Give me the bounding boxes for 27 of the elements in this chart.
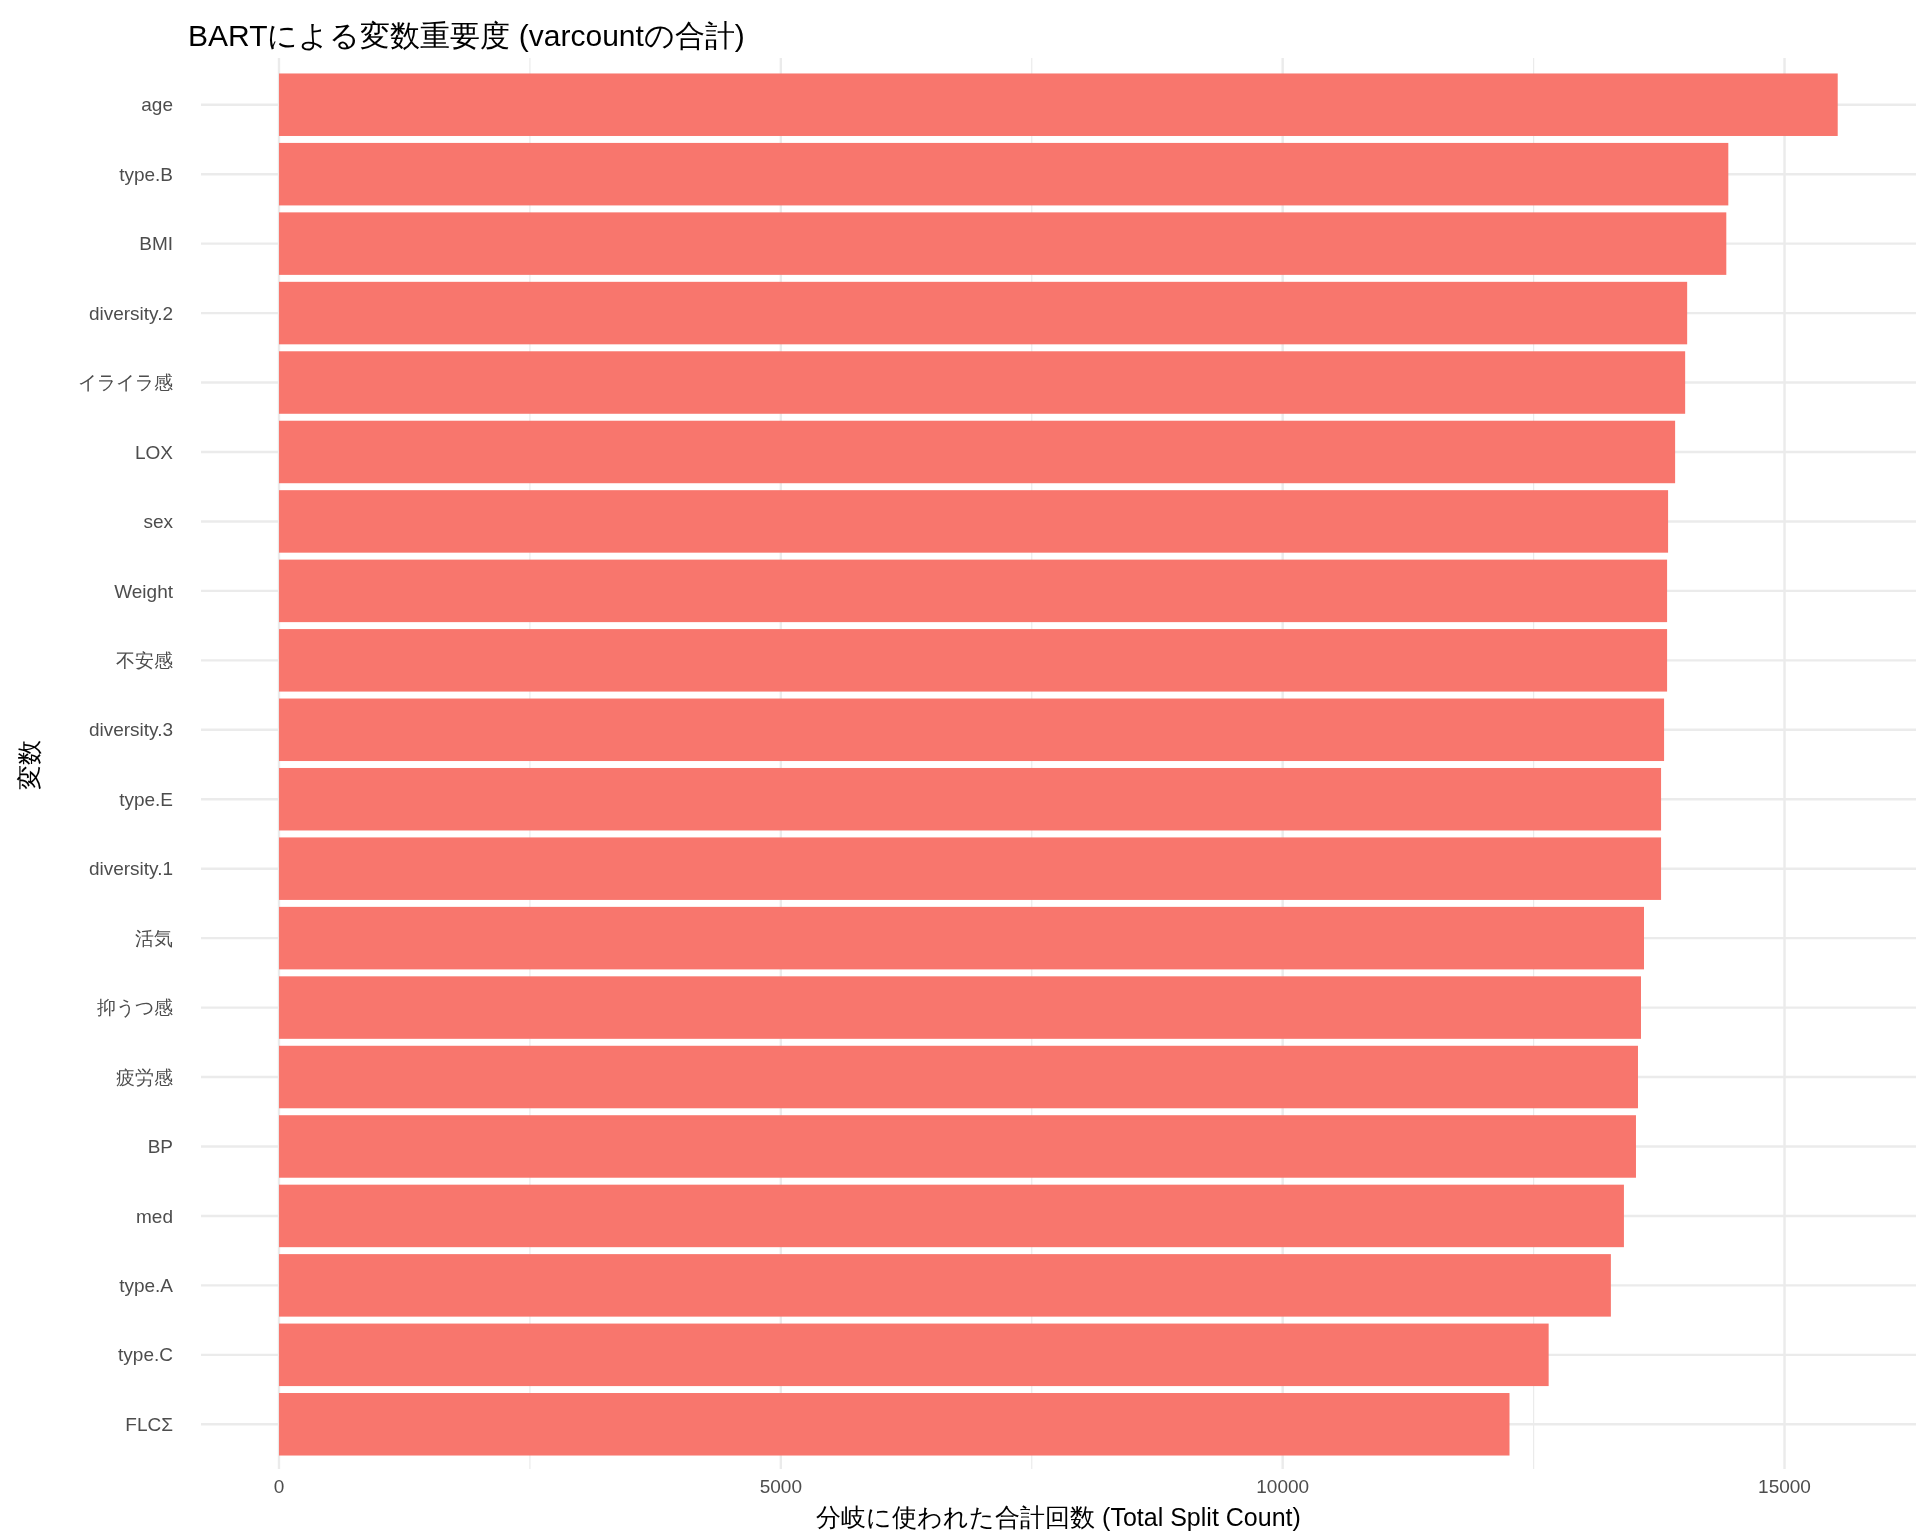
x-tick-label: 10000 (1256, 1476, 1310, 1497)
y-tick-label: 活気 (135, 927, 173, 949)
y-tick-label: Weight (114, 580, 174, 602)
y-tick-label: diversity.3 (88, 719, 173, 741)
y-axis-title: 変数 (15, 739, 43, 790)
x-tick-label: 0 (273, 1476, 285, 1497)
y-tick-label: type.A (119, 1275, 174, 1297)
chart-title: BARTによる変数重要度 (varcountの合計) (188, 19, 745, 52)
y-tick-label: イライラ感 (78, 372, 173, 394)
x-tick-label: 15000 (1758, 1476, 1811, 1497)
x-tick-label: 5000 (759, 1476, 802, 1497)
y-tick-label: FLCΣ (125, 1413, 173, 1435)
y-tick-label: sex (143, 511, 174, 533)
y-tick-label: type.C (118, 1344, 173, 1366)
y-tick-label: age (141, 94, 173, 116)
y-tick-label: 疲労感 (116, 1066, 173, 1088)
y-tick-label: LOX (134, 441, 174, 463)
y-tick-label: med (136, 1205, 173, 1227)
y-tick-label: 抑うつ感 (97, 997, 173, 1019)
x-axis-title: 分岐に使われた合計回数 (Total Split Count) (816, 1503, 1301, 1531)
y-tick-label: diversity.1 (88, 858, 173, 880)
y-tick-label: type.E (119, 788, 173, 810)
y-tick-label: diversity.2 (88, 302, 173, 324)
y-tick-label: BP (147, 1136, 173, 1158)
y-tick-label: 不安感 (116, 649, 173, 671)
y-tick-label: BMI (139, 233, 173, 255)
y-tick-label: type.B (119, 163, 173, 185)
